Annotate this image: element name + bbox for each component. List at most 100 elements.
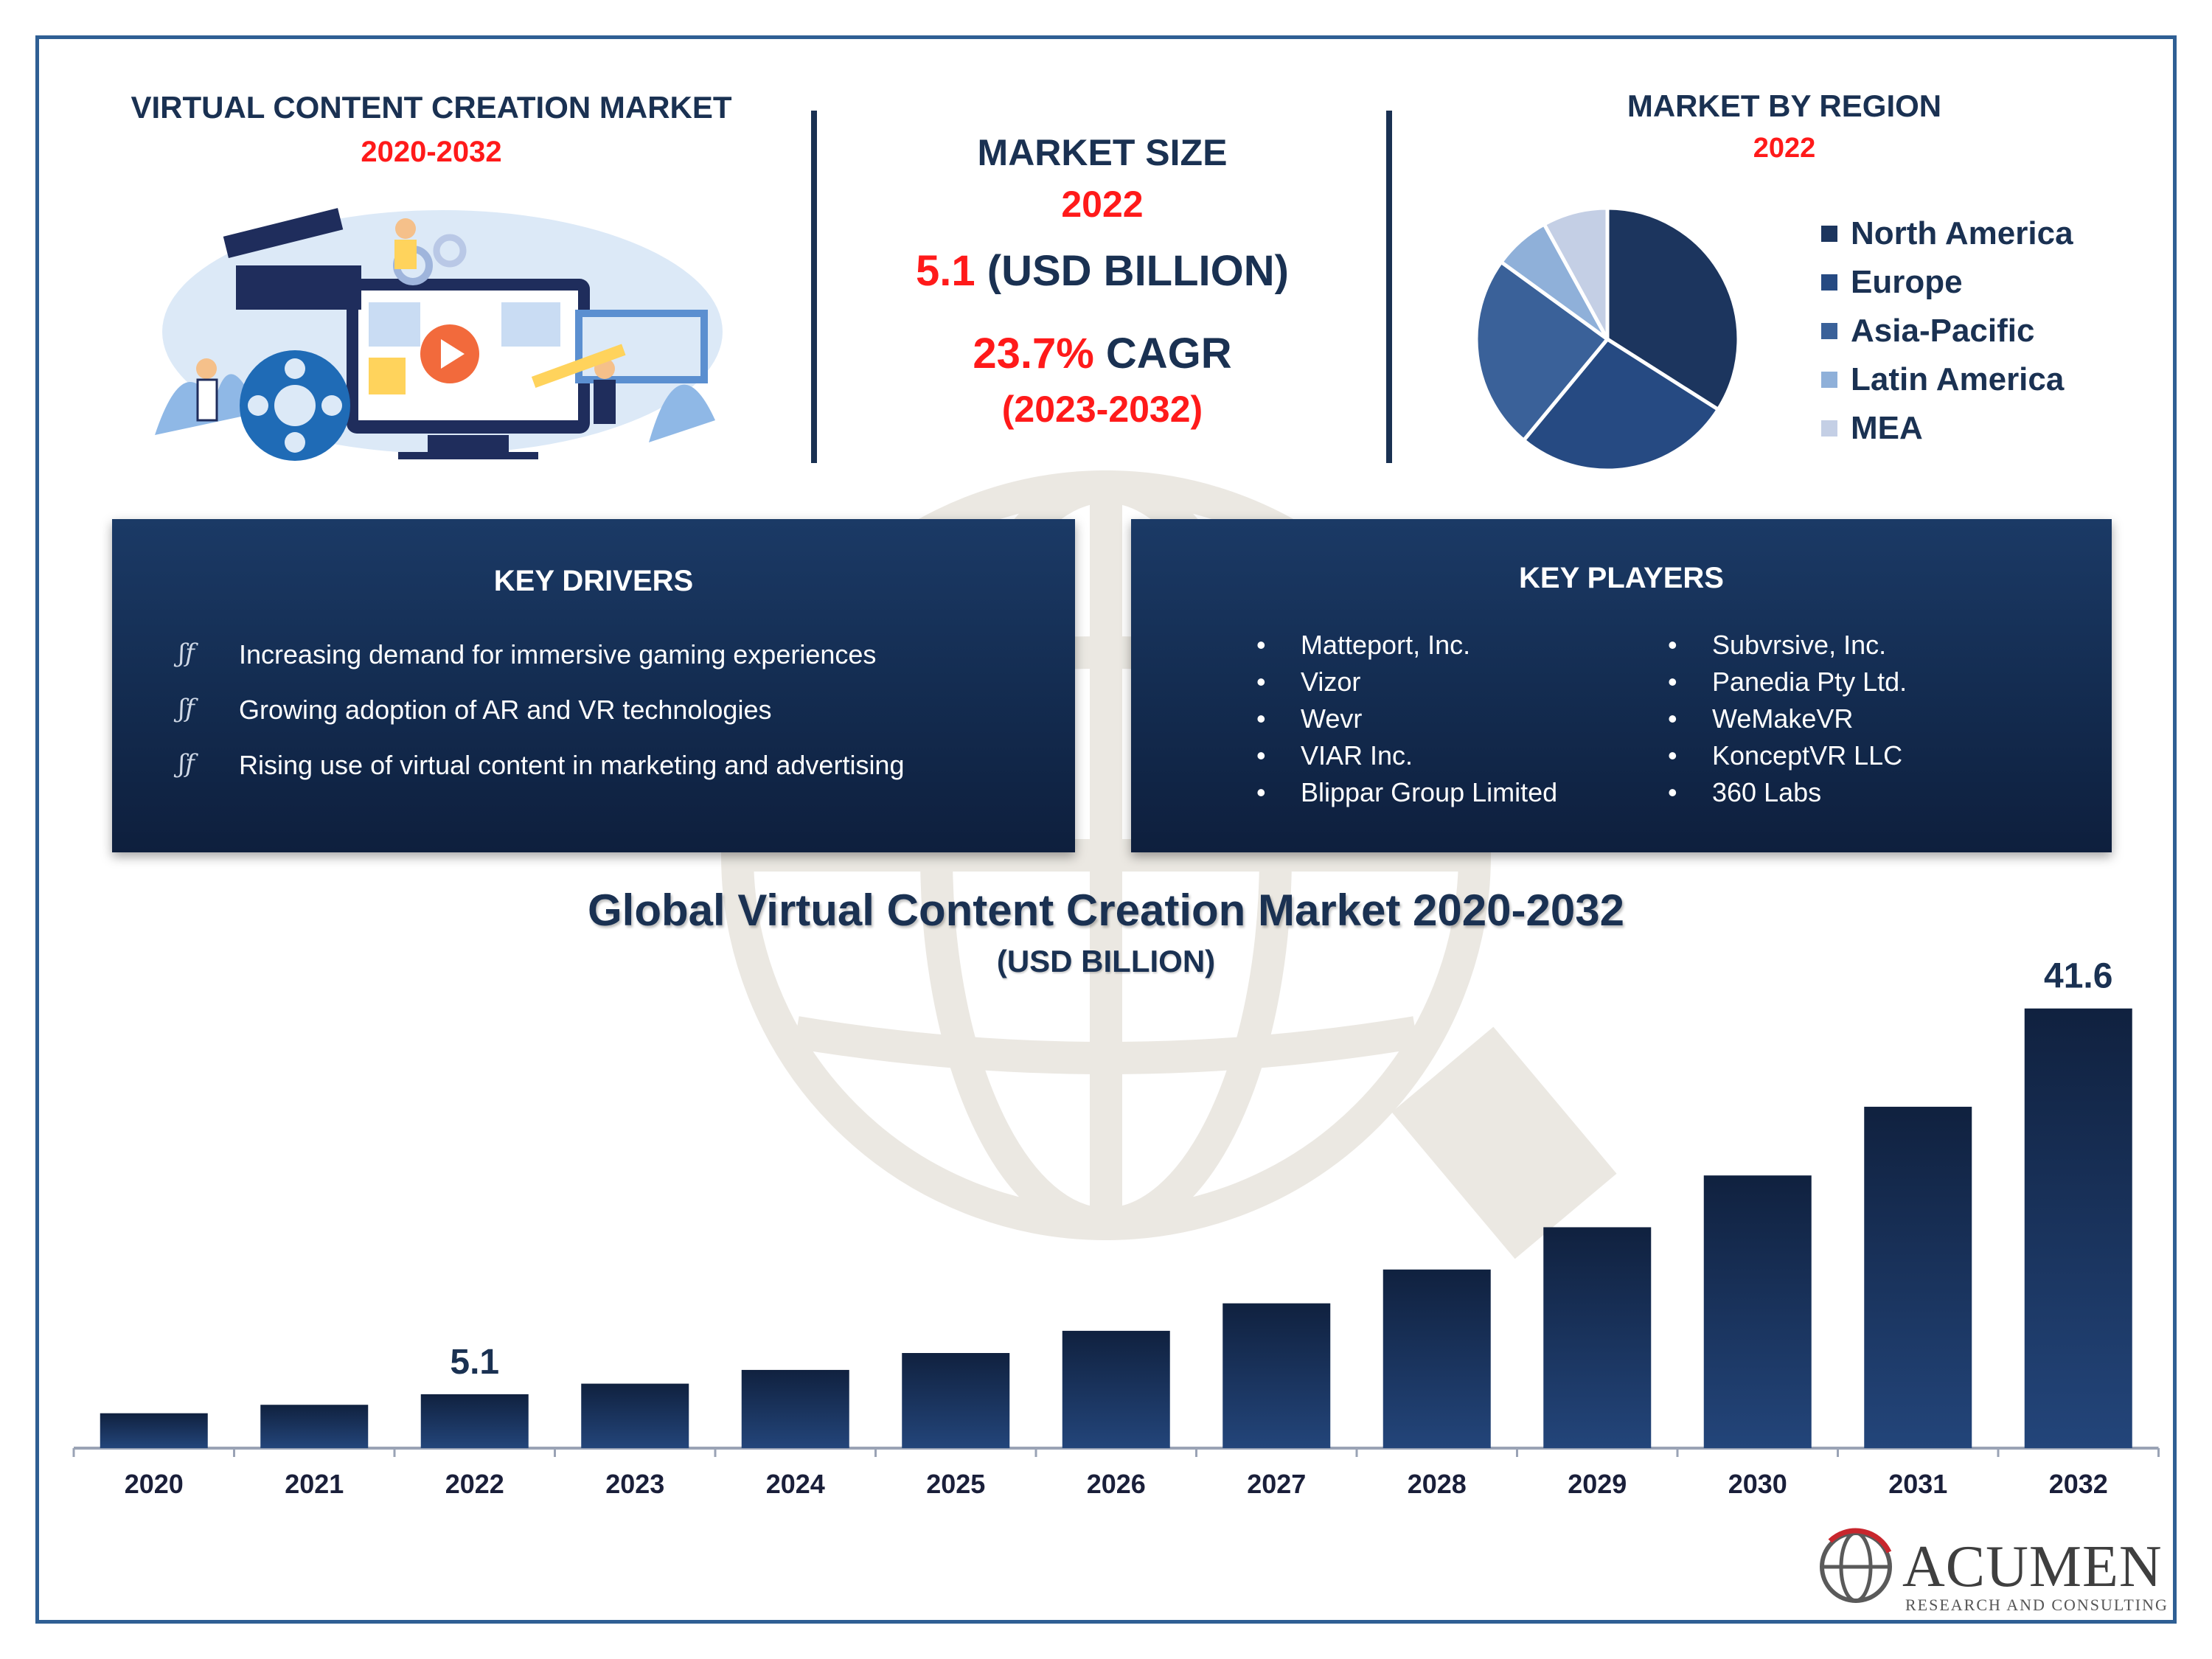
player-item: • Matteport, Inc.: [1256, 630, 1471, 660]
bar-2022: [420, 1394, 529, 1448]
key-players-panel: KEY PLAYERS • Matteport, Inc. • Vizor • Wev…: [1131, 519, 2112, 852]
driver-item: ʃf Increasing demand for immersive gamin…: [178, 639, 876, 671]
bar-2021: [260, 1405, 369, 1448]
bar-2024: [741, 1369, 849, 1448]
x-tick-label: 2022: [445, 1469, 504, 1499]
driver-text: Growing adoption of AR and VR technologi…: [239, 695, 772, 725]
player-name: Matteport, Inc.: [1301, 630, 1471, 660]
x-tick-label: 2023: [605, 1469, 665, 1499]
player-item: • WeMakeVR: [1668, 703, 1854, 734]
player-item: • KonceptVR LLC: [1668, 740, 1903, 771]
video-creation-illustration: [155, 208, 723, 461]
chart-trend-icon: ʃf: [178, 749, 195, 779]
chart-title: Global Virtual Content Creation Market 2…: [588, 886, 1624, 935]
bar-2031: [1864, 1107, 1972, 1448]
region-title: MARKET BY REGION: [1627, 88, 1942, 123]
market-size-year: 2022: [1061, 184, 1144, 225]
bar-2030: [1703, 1175, 1812, 1448]
player-item: • Subvrsive, Inc.: [1668, 630, 1887, 660]
legend-item: North America: [1821, 215, 2073, 252]
x-tick-label: 2031: [1888, 1469, 1948, 1499]
market-size-label: MARKET SIZE: [977, 132, 1228, 173]
player-item: • Blippar Group Limited: [1256, 777, 1558, 807]
bar-2025: [902, 1353, 1010, 1448]
cagr-line: 23.7% CAGR: [826, 329, 1379, 378]
chart-trend-icon: ʃf: [178, 639, 195, 668]
legend-swatch: [1821, 274, 1837, 291]
x-tick-label: 2029: [1568, 1469, 1627, 1499]
legend-item: MEA: [1821, 410, 1923, 447]
legend-label: Europe: [1851, 264, 1963, 300]
bar-2028: [1382, 1269, 1491, 1448]
legend-item: Latin America: [1821, 361, 2064, 398]
key-drivers-title: KEY DRIVERS: [493, 565, 694, 597]
cagr-period: (2023-2032): [1001, 389, 1203, 430]
player-item: • Wevr: [1256, 703, 1363, 734]
data-label-2032: 41.6: [2044, 957, 2112, 996]
brand-name: ACUMEN: [1902, 1534, 2163, 1599]
player-item: • VIAR Inc.: [1256, 740, 1413, 771]
pie-slice-asia-pacific: [1474, 259, 1610, 443]
driver-item: ʃf Growing adoption of AR and VR technol…: [178, 694, 771, 726]
cagr-label: CAGR: [1105, 330, 1232, 378]
player-item: • 360 Labs: [1668, 777, 1822, 807]
player-name: VIAR Inc.: [1301, 740, 1413, 771]
legend-swatch: [1821, 420, 1837, 437]
x-tick-label: 2021: [285, 1469, 344, 1499]
bar-2029: [1543, 1227, 1652, 1448]
player-name: Blippar Group Limited: [1301, 777, 1558, 807]
legend-item: Europe: [1821, 264, 1963, 301]
legend-swatch: [1821, 372, 1837, 388]
data-label-2022: 5.1: [450, 1343, 499, 1382]
x-tick-label: 2025: [926, 1469, 986, 1499]
market-size-line: 5.1 (USD BILLION): [826, 246, 1379, 296]
chart-trend-icon: ʃf: [178, 694, 195, 723]
legend-label: Asia-Pacific: [1851, 313, 2035, 349]
infographic-frame: [35, 35, 2177, 1624]
player-name: WeMakeVR: [1712, 703, 1854, 734]
player-name: Wevr: [1301, 703, 1363, 734]
legend-label: Latin America: [1851, 361, 2065, 397]
region-pie-chart: [1474, 206, 1741, 473]
cagr-value: 23.7%: [973, 330, 1094, 378]
bar-2020: [100, 1413, 208, 1448]
x-tick-label: 2024: [765, 1469, 825, 1499]
bar-2023: [581, 1383, 689, 1448]
bar-2027: [1222, 1303, 1331, 1448]
x-tick-label: 2028: [1407, 1469, 1467, 1499]
acumen-globe-logo: [1820, 1528, 1892, 1603]
left-years: 2020-2032: [361, 136, 502, 168]
region-year: 2022: [1753, 133, 1816, 164]
x-tick-label: 2027: [1247, 1469, 1307, 1499]
bar-2026: [1062, 1330, 1170, 1448]
driver-text: Rising use of virtual content in marketi…: [239, 750, 905, 780]
pie-slice-mea: [1541, 206, 1610, 341]
driver-item: ʃf Rising use of virtual content in mark…: [178, 749, 904, 782]
market-size-value: 5.1: [916, 247, 975, 295]
x-tick-label: 2032: [2048, 1469, 2108, 1499]
player-name: KonceptVR LLC: [1712, 740, 1903, 771]
market-size-unit: (USD BILLION): [987, 247, 1289, 295]
legend-swatch: [1821, 323, 1837, 339]
legend-label: MEA: [1851, 410, 1923, 446]
x-tick-label: 2026: [1086, 1469, 1146, 1499]
legend-label: North America: [1851, 215, 2073, 251]
player-name: Vizor: [1301, 667, 1361, 697]
driver-text: Increasing demand for immersive gaming e…: [239, 639, 877, 669]
key-drivers-panel: KEY DRIVERS ʃf Increasing demand for imm…: [112, 519, 1075, 852]
key-players-title: KEY PLAYERS: [1519, 562, 1724, 594]
chart-subtitle: (USD BILLION): [996, 944, 1216, 978]
player-name: Subvrsive, Inc.: [1712, 630, 1887, 660]
legend-swatch: [1821, 226, 1837, 242]
pie-slice-europe: [1521, 336, 1721, 473]
divider-left: [811, 111, 817, 463]
player-item: • Panedia Pty Ltd.: [1668, 667, 1907, 697]
player-item: • Vizor: [1256, 667, 1361, 697]
x-tick-label: 2020: [124, 1469, 184, 1499]
x-tick-label: 2030: [1728, 1469, 1787, 1499]
player-name: Panedia Pty Ltd.: [1712, 667, 1907, 697]
player-name: 360 Labs: [1712, 777, 1822, 807]
brand-tagline: RESEARCH AND CONSULTING: [1905, 1596, 2168, 1614]
divider-right: [1386, 111, 1392, 463]
